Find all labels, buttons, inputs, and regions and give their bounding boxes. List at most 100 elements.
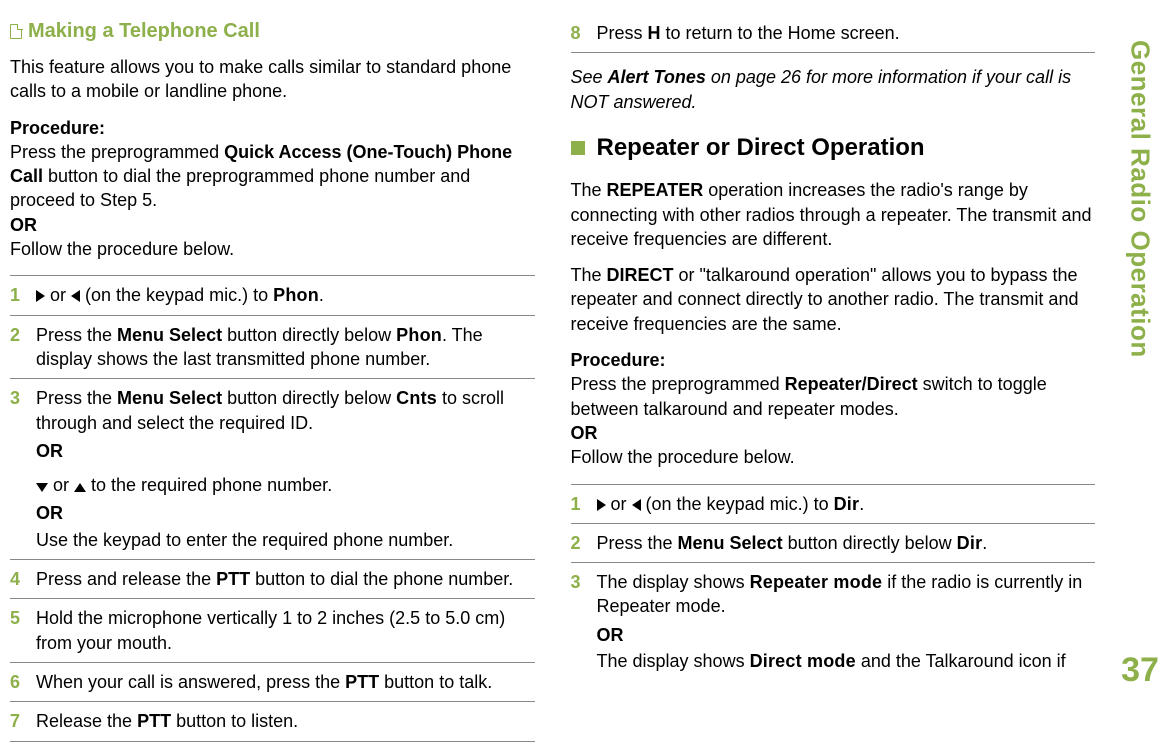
doc-icon: [10, 24, 22, 39]
step-5: 5 Hold the microphone vertically 1 to 2 …: [10, 599, 535, 663]
or-word: or: [45, 285, 71, 305]
t: Dir: [957, 533, 983, 553]
t: The display shows: [597, 651, 750, 671]
step-num: 3: [571, 570, 587, 673]
step-num: 3: [10, 386, 26, 552]
t: .: [982, 533, 987, 553]
step1-mono: Phon: [273, 285, 319, 305]
t: button directly below: [222, 388, 396, 408]
left-intro: This feature allows you to make calls si…: [10, 55, 535, 104]
step-3: 3 Press the Menu Select button directly …: [10, 379, 535, 560]
t: Phon: [396, 325, 442, 345]
step-num: 1: [571, 492, 587, 516]
left-procedure-block: Procedure: Press the preprogrammed Quick…: [10, 116, 535, 262]
right-column: 8 Press H to return to the Home screen. …: [571, 18, 1096, 688]
t: to return to the Home screen.: [661, 23, 900, 43]
step-8: 8 Press H to return to the Home screen.: [571, 14, 1096, 53]
sidebar-title: General Radio Operation: [1125, 40, 1156, 358]
t: Press and release the: [36, 569, 216, 589]
t: (on the keypad mic.) to: [641, 494, 834, 514]
left-title-text: Making a Telephone Call: [28, 18, 260, 45]
t: button to talk.: [379, 672, 492, 692]
t: The: [571, 265, 607, 285]
right-steps: 1 or (on the keypad mic.) to Dir. 2 Pres…: [571, 484, 1096, 681]
up-arrow-icon: [74, 483, 86, 492]
t: Menu Select: [117, 388, 222, 408]
t: .: [859, 494, 864, 514]
step-7: 7 Release the PTT button to listen.: [10, 702, 535, 741]
down-arrow-icon: [36, 483, 48, 492]
proc-or: OR: [10, 215, 37, 235]
t: Use the keypad to enter the required pho…: [36, 530, 453, 550]
right-arrow-icon: [36, 290, 45, 302]
right-steps-continued: 8 Press H to return to the Home screen.: [571, 14, 1096, 53]
t: Press the: [36, 325, 117, 345]
see-note: See Alert Tones on page 26 for more info…: [571, 65, 1096, 114]
t: Press: [597, 23, 648, 43]
t: and the Talkaround icon if: [856, 651, 1066, 671]
proc-text-c: button to dial the preprogrammed phone n…: [10, 166, 470, 210]
step-4: 4 Press and release the PTT button to di…: [10, 560, 535, 599]
or: OR: [36, 501, 535, 525]
proc-label: Procedure:: [10, 118, 105, 138]
rstep-3: 3 The display shows Repeater mode if the…: [571, 563, 1096, 680]
t: The display shows: [597, 572, 750, 592]
home-icon: H: [648, 21, 661, 45]
step-num: 1: [10, 283, 26, 307]
t: Menu Select: [678, 533, 783, 553]
t: DIRECT: [607, 265, 674, 285]
step-num: 6: [10, 670, 26, 694]
t: Hold the microphone vertically 1 to 2 in…: [36, 606, 535, 655]
or: OR: [571, 423, 598, 443]
proc-label: Procedure:: [571, 350, 666, 370]
t: Menu Select: [117, 325, 222, 345]
t: Direct mode: [750, 651, 856, 671]
step-1: 1 or (on the keypad mic.) to Phon.: [10, 276, 535, 315]
step-6: 6 When your call is answered, press the …: [10, 663, 535, 702]
t: Press the: [597, 533, 678, 553]
left-arrow-icon: [71, 290, 80, 302]
t: Dir: [834, 494, 860, 514]
t: Alert Tones: [608, 67, 706, 87]
t: Follow the procedure below.: [571, 447, 795, 467]
left-column: Making a Telephone Call This feature all…: [10, 18, 535, 688]
t: Release the: [36, 711, 137, 731]
para1: The REPEATER operation increases the rad…: [571, 178, 1096, 251]
or: OR: [597, 623, 1096, 647]
t: button directly below: [222, 325, 396, 345]
page-number: 37: [1121, 651, 1159, 698]
step-num: 7: [10, 709, 26, 733]
section-title: Repeater or Direct Operation: [571, 132, 1096, 164]
t: Repeater mode: [750, 572, 883, 592]
step-num: 4: [10, 567, 26, 591]
t: Press the preprogrammed: [571, 374, 785, 394]
left-steps: 1 or (on the keypad mic.) to Phon. 2 Pre…: [10, 275, 535, 741]
t: to the required phone number.: [86, 475, 332, 495]
step-num: 5: [10, 606, 26, 655]
step-num: 2: [571, 531, 587, 555]
t: button directly below: [783, 533, 957, 553]
sidebar: General Radio Operation 37: [1117, 0, 1163, 698]
step-num: 8: [571, 21, 587, 45]
step-num: 2: [10, 323, 26, 372]
t: When your call is answered, press the: [36, 672, 345, 692]
para2: The DIRECT or "talkaround operation" all…: [571, 263, 1096, 336]
t: See: [571, 67, 608, 87]
right-arrow-icon: [597, 499, 606, 511]
t: button to listen.: [171, 711, 298, 731]
t: Cnts: [396, 388, 437, 408]
step1-after: .: [319, 285, 324, 305]
t: Press the: [36, 388, 117, 408]
t: button to dial the phone number.: [250, 569, 513, 589]
rstep-1: 1 or (on the keypad mic.) to Dir.: [571, 485, 1096, 524]
t: PTT: [216, 569, 250, 589]
step1-tail: (on the keypad mic.) to: [80, 285, 273, 305]
proc-text-a: Press the preprogrammed: [10, 142, 224, 162]
step-2: 2 Press the Menu Select button directly …: [10, 316, 535, 380]
left-title: Making a Telephone Call: [10, 18, 535, 45]
proc-line2: Follow the procedure below.: [10, 239, 234, 259]
rstep-2: 2 Press the Menu Select button directly …: [571, 524, 1096, 563]
section-title-text: Repeater or Direct Operation: [597, 132, 925, 164]
left-arrow-icon: [632, 499, 641, 511]
t: PTT: [345, 672, 379, 692]
